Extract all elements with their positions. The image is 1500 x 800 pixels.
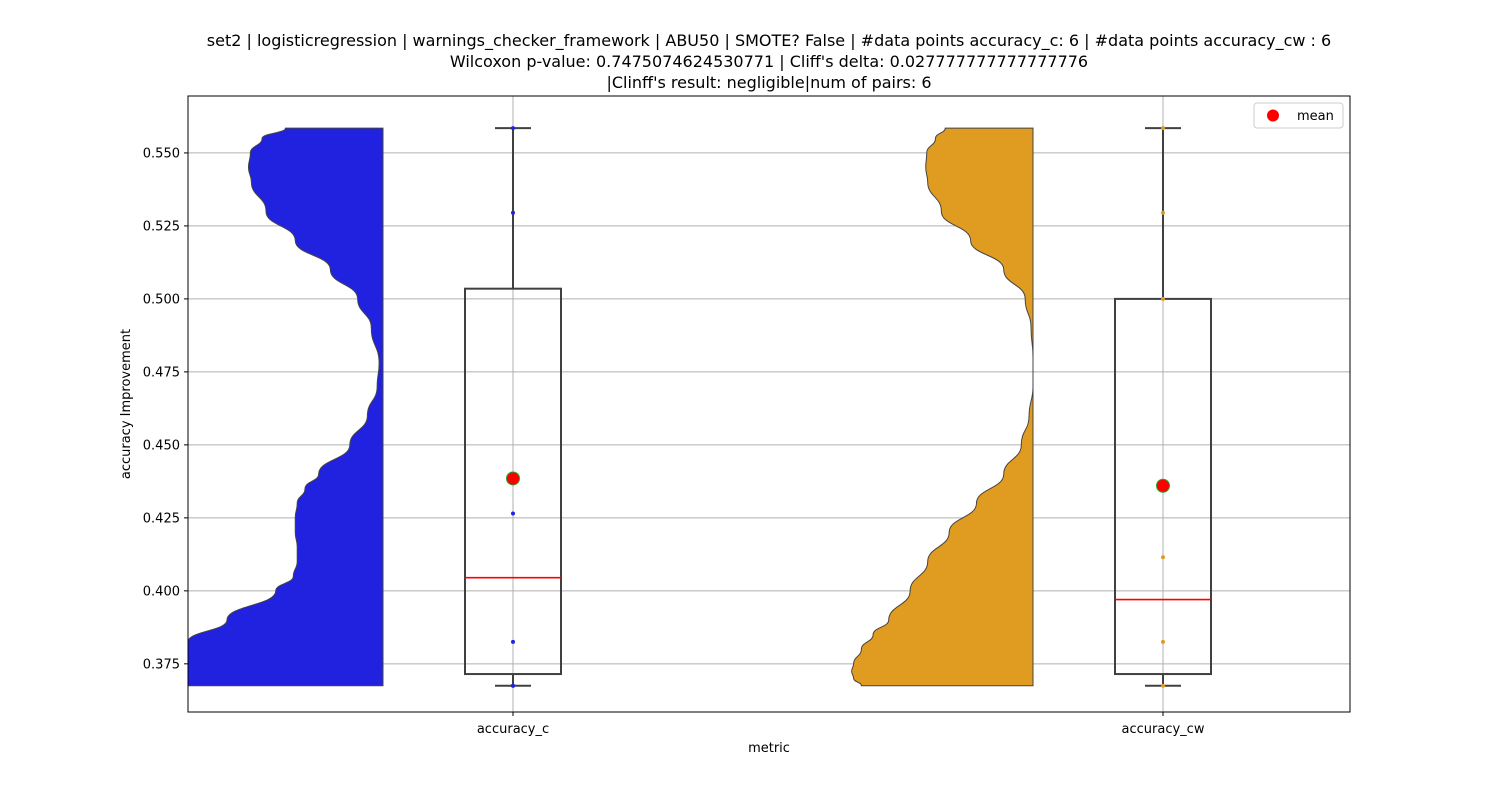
y-tick-label: 0.525 — [143, 219, 180, 234]
y-tick-label: 0.500 — [143, 292, 180, 307]
data-point-accuracy_c — [511, 639, 515, 644]
data-point-accuracy_c — [511, 511, 515, 516]
data-point-accuracy_c — [511, 210, 515, 215]
legend: mean — [1253, 102, 1344, 129]
x-tick-label: accuracy_c — [477, 722, 549, 737]
plot-frame — [187, 95, 1351, 713]
y-tick-label: 0.400 — [143, 584, 180, 599]
chart-title-line-3: |Clinff's result: negligible|num of pair… — [606, 73, 931, 92]
box-layer — [464, 127, 1212, 687]
data-point-accuracy_cw — [1161, 683, 1165, 688]
chart-title-line-2: Wilcoxon p-value: 0.7475074624530771 | C… — [450, 52, 1088, 71]
violin-accuracy_c — [188, 127, 384, 687]
y-tick-label: 0.550 — [143, 146, 180, 161]
data-point-accuracy_cw — [1161, 296, 1165, 301]
legend-box — [1253, 102, 1344, 129]
data-point-accuracy_c — [511, 683, 515, 688]
x-axis-label: metric — [748, 741, 790, 756]
data-point-accuracy_cw — [1161, 555, 1165, 560]
mean-marker-accuracy_c — [506, 471, 520, 486]
y-axis-label: accuracy Improvement — [119, 329, 134, 479]
legend-label: mean — [1297, 109, 1334, 124]
data-point-accuracy_cw — [1161, 126, 1165, 131]
box-accuracy_c — [464, 287, 562, 676]
axis-layer: 0.375 0.400 0.425 0.450 0.475 0.500 0.525 0.550… — [143, 95, 1351, 737]
violin-accuracy_cw — [851, 127, 1034, 687]
y-tick-label: 0.425 — [143, 511, 180, 526]
violin-layer — [188, 127, 1034, 687]
point-layer — [506, 126, 1170, 688]
chart-title-line-1: set2 | logisticregression | warnings_che… — [207, 31, 1331, 51]
y-tick-label: 0.450 — [143, 438, 180, 453]
y-tick-label: 0.475 — [143, 365, 180, 380]
mean-marker-accuracy_cw — [1156, 478, 1170, 493]
x-tick-label: accuracy_cw — [1122, 722, 1205, 737]
data-point-accuracy_cw — [1161, 210, 1165, 215]
legend-mean-marker — [1267, 109, 1279, 122]
y-tick-label: 0.375 — [143, 657, 180, 672]
data-point-accuracy_c — [511, 126, 515, 131]
data-point-accuracy_cw — [1161, 639, 1165, 644]
